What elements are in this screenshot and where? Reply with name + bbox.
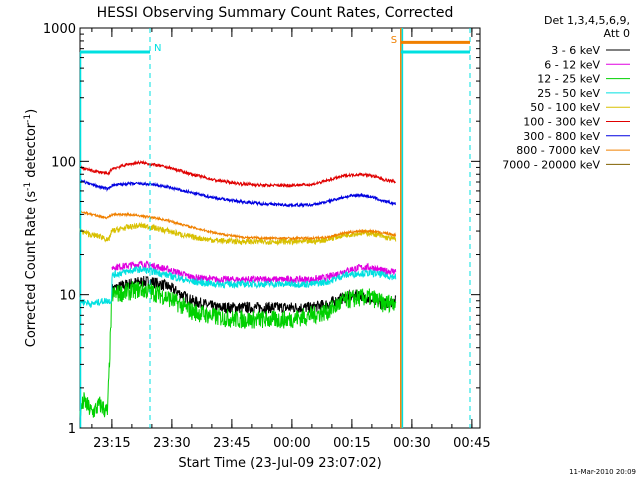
legend-label-0: 3 - 6 keV bbox=[551, 44, 600, 57]
marker-layer: NS bbox=[79, 28, 471, 428]
plot-frame bbox=[79, 27, 481, 429]
series-7 bbox=[79, 209, 397, 241]
x-tick-label-2: 23:45 bbox=[213, 436, 250, 451]
x-tick-label-5: 00:30 bbox=[393, 436, 430, 451]
x-tick-label-0: 23:15 bbox=[93, 436, 130, 451]
series-6 bbox=[79, 178, 396, 209]
series-4 bbox=[79, 221, 397, 247]
x-axis: 23:15 23:30 23:45 00:00 00:15 00:30 00:45 bbox=[91, 28, 491, 451]
x-tick-label-3: 00:00 bbox=[273, 436, 310, 451]
series-5 bbox=[79, 159, 397, 189]
series-layer bbox=[79, 159, 397, 418]
x-tick-label-1: 23:30 bbox=[153, 436, 190, 451]
legend-label-8: 7000 - 20000 keV bbox=[502, 158, 600, 171]
chart-title: HESSI Observing Summary Count Rates, Cor… bbox=[97, 5, 454, 21]
marker-label-S: S bbox=[391, 35, 397, 46]
y-tick-label-2: 100 bbox=[51, 155, 76, 170]
legend-label-3: 25 - 50 keV bbox=[537, 87, 600, 100]
series-2 bbox=[79, 281, 397, 418]
y-tick-label-0: 1 bbox=[68, 422, 76, 437]
y-axis-label-sup2: -1 bbox=[23, 114, 33, 123]
x-tick-label-4: 00:15 bbox=[333, 436, 370, 451]
series-line-5 bbox=[79, 159, 397, 189]
series-1 bbox=[111, 260, 397, 285]
legend-label-2: 12 - 25 keV bbox=[537, 73, 600, 86]
legend-label-5: 100 - 300 keV bbox=[523, 116, 600, 129]
legend-label-4: 50 - 100 keV bbox=[530, 101, 600, 114]
y-tick-label-1: 10 bbox=[59, 289, 76, 304]
legend-header-attenuator: Att 0 bbox=[604, 27, 630, 40]
series-line-6 bbox=[79, 178, 396, 209]
y-axis-label: Corrected Count Rate (s-1 detector-1) bbox=[23, 109, 39, 347]
y-tick-label-3: 1000 bbox=[43, 22, 76, 37]
legend-label-7: 800 - 7000 keV bbox=[516, 144, 600, 157]
y-axis-label-sup1: -1 bbox=[23, 182, 33, 191]
series-line-3 bbox=[79, 265, 397, 309]
y-axis: 1 10 100 1000 bbox=[43, 22, 480, 437]
series-line-1 bbox=[111, 260, 397, 285]
series-line-4 bbox=[79, 221, 397, 247]
legend-label-6: 300 - 800 keV bbox=[523, 130, 600, 143]
legend-header-detectors: Det 1,3,4,5,6,9, bbox=[544, 14, 630, 27]
x-tick-label-6: 00:45 bbox=[453, 436, 490, 451]
y-axis-label-mid: detector bbox=[24, 122, 39, 182]
y-axis-label-main: Corrected Count Rate (s bbox=[24, 191, 39, 348]
series-line-2 bbox=[79, 281, 397, 418]
marker-label-N: N bbox=[154, 43, 161, 54]
y-axis-label-end: ) bbox=[24, 109, 39, 114]
series-line-7 bbox=[79, 209, 397, 241]
series-3 bbox=[79, 265, 397, 309]
legend-label-1: 6 - 12 keV bbox=[544, 58, 600, 71]
x-axis-label: Start Time (23-Jul-09 23:07:02) bbox=[178, 456, 381, 471]
plot-area bbox=[79, 27, 481, 429]
timestamp: 11-Mar-2010 20:09 bbox=[569, 468, 636, 476]
